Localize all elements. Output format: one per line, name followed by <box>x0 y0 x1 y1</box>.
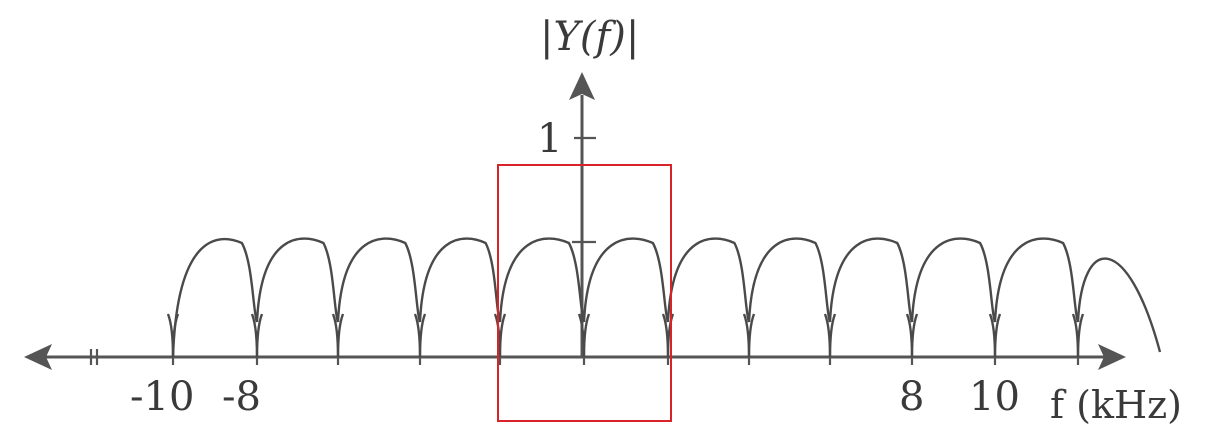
lobe-junction <box>988 313 1002 358</box>
lobe-junction <box>331 313 345 358</box>
x-axis-label: f (kHz) <box>1050 383 1182 427</box>
x-axis-left-arrow <box>24 344 52 370</box>
spectrum-lobe <box>747 237 832 323</box>
lobe-junction <box>905 313 919 358</box>
spectrum-lobe <box>336 237 422 323</box>
highlight-box <box>497 164 672 422</box>
x-tick-label-neg10: -10 <box>130 374 194 420</box>
spectrum-lobes <box>166 237 1162 358</box>
y-tick-label-1: 1 <box>537 116 562 162</box>
spectrum-lobe <box>666 237 751 323</box>
lobe-junction <box>250 313 264 358</box>
lobe-junction <box>166 313 180 358</box>
spectrum-lobe <box>582 237 670 323</box>
spectrum-lobe <box>498 237 586 323</box>
y-axis-label: |Y(f)| <box>540 14 639 60</box>
spectrum-lobe <box>255 237 340 323</box>
lobe-junction <box>413 313 427 358</box>
x-tick-label-neg8: -8 <box>222 374 261 420</box>
x-axis-right-arrow <box>1098 344 1126 370</box>
lobe-junction <box>1071 313 1085 358</box>
y-axis-arrow <box>569 72 595 100</box>
spectrum-lobe <box>993 237 1080 323</box>
lobe-junction <box>577 313 591 358</box>
x-tick-label-10: 10 <box>969 374 1020 420</box>
spectrum-lobe <box>418 237 502 323</box>
spectrum-lobe <box>171 237 259 358</box>
lobe-junction <box>742 313 756 358</box>
spectrum-lobe <box>910 237 997 323</box>
x-tick-label-8: 8 <box>899 374 924 420</box>
spectrum-lobe <box>1076 257 1162 353</box>
lobe-junction <box>823 313 837 358</box>
spectrum-lobe <box>828 237 914 323</box>
